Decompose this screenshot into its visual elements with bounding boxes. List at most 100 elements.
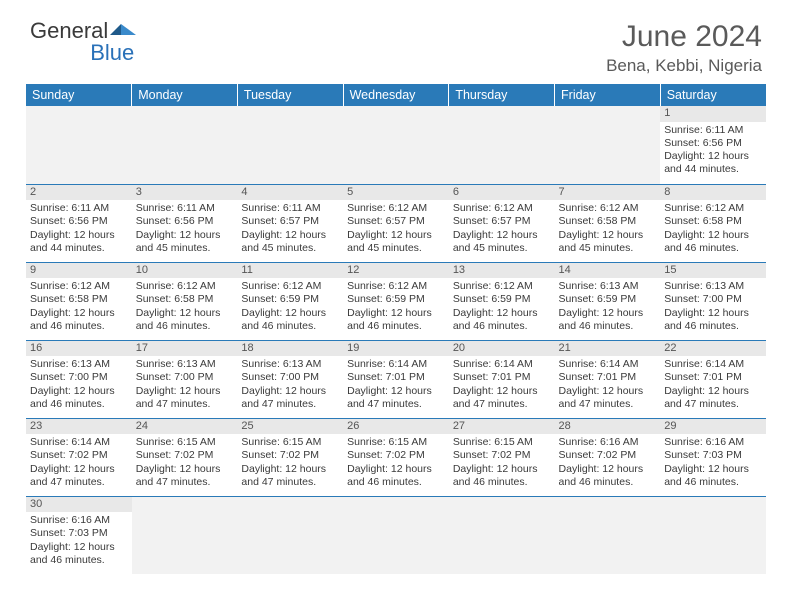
sunrise-line: Sunrise: 6:12 AM: [453, 202, 551, 215]
daylight-line-1: Daylight: 12 hours: [664, 385, 762, 398]
sunset-line: Sunset: 6:58 PM: [136, 293, 234, 306]
sunset-line: Sunset: 7:02 PM: [241, 449, 339, 462]
sunset-line: Sunset: 6:56 PM: [30, 215, 128, 228]
day-number: 22: [660, 341, 766, 357]
calendar-cell: 5Sunrise: 6:12 AMSunset: 6:57 PMDaylight…: [343, 184, 449, 262]
calendar-cell: 2Sunrise: 6:11 AMSunset: 6:56 PMDaylight…: [26, 184, 132, 262]
daylight-line-1: Daylight: 12 hours: [241, 463, 339, 476]
calendar-cell: 1Sunrise: 6:11 AMSunset: 6:56 PMDaylight…: [660, 106, 766, 184]
sunset-line: Sunset: 6:58 PM: [559, 215, 657, 228]
day-number-blank: [237, 106, 343, 122]
calendar-cell: 17Sunrise: 6:13 AMSunset: 7:00 PMDayligh…: [132, 340, 238, 418]
sunrise-line: Sunrise: 6:12 AM: [347, 280, 445, 293]
sunset-line: Sunset: 7:00 PM: [30, 371, 128, 384]
daylight-line-2: and 46 minutes.: [664, 476, 762, 489]
calendar-cell: 20Sunrise: 6:14 AMSunset: 7:01 PMDayligh…: [449, 340, 555, 418]
day-number: 24: [132, 419, 238, 435]
daylight-line-1: Daylight: 12 hours: [664, 150, 762, 163]
sunset-line: Sunset: 6:57 PM: [241, 215, 339, 228]
sunset-line: Sunset: 7:01 PM: [664, 371, 762, 384]
sunrise-line: Sunrise: 6:12 AM: [453, 280, 551, 293]
daylight-line-2: and 46 minutes.: [136, 320, 234, 333]
month-title: June 2024: [606, 20, 762, 54]
calendar-cell: 26Sunrise: 6:15 AMSunset: 7:02 PMDayligh…: [343, 418, 449, 496]
sunrise-line: Sunrise: 6:11 AM: [664, 124, 762, 137]
daylight-line-2: and 46 minutes.: [30, 398, 128, 411]
sunrise-line: Sunrise: 6:12 AM: [241, 280, 339, 293]
sunset-line: Sunset: 6:59 PM: [241, 293, 339, 306]
calendar-cell: 21Sunrise: 6:14 AMSunset: 7:01 PMDayligh…: [555, 340, 661, 418]
daylight-line-1: Daylight: 12 hours: [347, 307, 445, 320]
day-number: 14: [555, 263, 661, 279]
calendar-cell: 6Sunrise: 6:12 AMSunset: 6:57 PMDaylight…: [449, 184, 555, 262]
calendar-cell: 18Sunrise: 6:13 AMSunset: 7:00 PMDayligh…: [237, 340, 343, 418]
location-subtitle: Bena, Kebbi, Nigeria: [606, 56, 762, 76]
daylight-line-1: Daylight: 12 hours: [453, 229, 551, 242]
sunset-line: Sunset: 6:59 PM: [453, 293, 551, 306]
weekday-header: Saturday: [660, 84, 766, 106]
calendar-cell: 13Sunrise: 6:12 AMSunset: 6:59 PMDayligh…: [449, 262, 555, 340]
day-number-blank: [555, 106, 661, 122]
daylight-line-2: and 45 minutes.: [241, 242, 339, 255]
daylight-line-2: and 47 minutes.: [30, 476, 128, 489]
calendar-cell: 22Sunrise: 6:14 AMSunset: 7:01 PMDayligh…: [660, 340, 766, 418]
weekday-header: Wednesday: [343, 84, 449, 106]
daylight-line-2: and 46 minutes.: [664, 242, 762, 255]
calendar-cell: 16Sunrise: 6:13 AMSunset: 7:00 PMDayligh…: [26, 340, 132, 418]
sunset-line: Sunset: 7:01 PM: [347, 371, 445, 384]
daylight-line-1: Daylight: 12 hours: [347, 229, 445, 242]
sunrise-line: Sunrise: 6:12 AM: [559, 202, 657, 215]
daylight-line-1: Daylight: 12 hours: [241, 229, 339, 242]
calendar-cell: 30Sunrise: 6:16 AMSunset: 7:03 PMDayligh…: [26, 496, 132, 574]
daylight-line-1: Daylight: 12 hours: [347, 385, 445, 398]
page-header: GeneralBlue June 2024 Bena, Kebbi, Niger…: [0, 0, 792, 84]
day-number: 30: [26, 497, 132, 513]
calendar-cell: [555, 106, 661, 184]
day-number: 26: [343, 419, 449, 435]
day-number: 2: [26, 185, 132, 201]
day-number: 1: [660, 106, 766, 122]
day-number: 6: [449, 185, 555, 201]
calendar-cell: [132, 496, 238, 574]
day-number: 3: [132, 185, 238, 201]
daylight-line-2: and 45 minutes.: [453, 242, 551, 255]
daylight-line-1: Daylight: 12 hours: [136, 229, 234, 242]
sunset-line: Sunset: 6:57 PM: [453, 215, 551, 228]
sunrise-line: Sunrise: 6:15 AM: [241, 436, 339, 449]
sunrise-line: Sunrise: 6:11 AM: [30, 202, 128, 215]
calendar-cell: [343, 106, 449, 184]
daylight-line-2: and 47 minutes.: [241, 398, 339, 411]
sunset-line: Sunset: 6:57 PM: [347, 215, 445, 228]
daylight-line-1: Daylight: 12 hours: [30, 229, 128, 242]
calendar-cell: 24Sunrise: 6:15 AMSunset: 7:02 PMDayligh…: [132, 418, 238, 496]
sunset-line: Sunset: 7:02 PM: [559, 449, 657, 462]
daylight-line-1: Daylight: 12 hours: [453, 463, 551, 476]
sunrise-line: Sunrise: 6:12 AM: [30, 280, 128, 293]
calendar-cell: 23Sunrise: 6:14 AMSunset: 7:02 PMDayligh…: [26, 418, 132, 496]
day-number: 16: [26, 341, 132, 357]
daylight-line-1: Daylight: 12 hours: [136, 307, 234, 320]
sunrise-line: Sunrise: 6:14 AM: [30, 436, 128, 449]
day-number: 4: [237, 185, 343, 201]
daylight-line-2: and 45 minutes.: [136, 242, 234, 255]
sunset-line: Sunset: 6:59 PM: [559, 293, 657, 306]
sunrise-line: Sunrise: 6:12 AM: [347, 202, 445, 215]
day-number: 9: [26, 263, 132, 279]
day-number: 20: [449, 341, 555, 357]
day-number-blank: [449, 106, 555, 122]
calendar-cell: [660, 496, 766, 574]
day-number: 15: [660, 263, 766, 279]
sunrise-line: Sunrise: 6:12 AM: [136, 280, 234, 293]
calendar-week-row: 16Sunrise: 6:13 AMSunset: 7:00 PMDayligh…: [26, 340, 766, 418]
daylight-line-1: Daylight: 12 hours: [30, 463, 128, 476]
daylight-line-1: Daylight: 12 hours: [136, 463, 234, 476]
title-block: June 2024 Bena, Kebbi, Nigeria: [606, 20, 762, 76]
daylight-line-1: Daylight: 12 hours: [453, 307, 551, 320]
sunset-line: Sunset: 7:02 PM: [347, 449, 445, 462]
daylight-line-1: Daylight: 12 hours: [559, 307, 657, 320]
calendar-table: SundayMondayTuesdayWednesdayThursdayFrid…: [26, 84, 766, 574]
calendar-body: 1Sunrise: 6:11 AMSunset: 6:56 PMDaylight…: [26, 106, 766, 574]
sunset-line: Sunset: 6:58 PM: [664, 215, 762, 228]
daylight-line-2: and 46 minutes.: [347, 476, 445, 489]
calendar-week-row: 23Sunrise: 6:14 AMSunset: 7:02 PMDayligh…: [26, 418, 766, 496]
